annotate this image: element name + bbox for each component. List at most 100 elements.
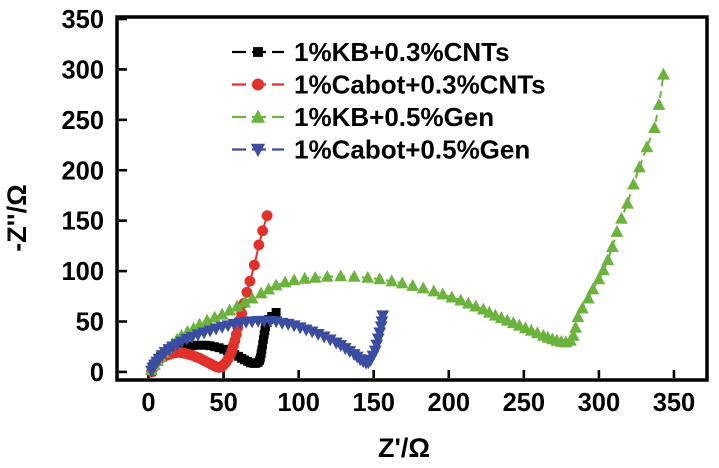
legend-label: 1%Cabot+0.3%CNTs (294, 70, 546, 100)
triangle-up-marker (571, 310, 585, 323)
triangle-up-marker (262, 282, 276, 295)
square-marker (271, 308, 281, 317)
triangle-up-marker (361, 270, 375, 283)
triangle-up-marker (298, 271, 312, 284)
triangle-down-marker (323, 334, 337, 347)
square-marker (253, 47, 263, 57)
square-marker (187, 341, 197, 351)
triangle-up-marker (245, 291, 259, 304)
square-marker (196, 340, 206, 350)
x-tick-label: 0 (141, 389, 155, 417)
legend-label: 1%KB+0.5%Gen (294, 102, 494, 132)
y-tick-label: 50 (76, 309, 104, 337)
triangle-up-marker (621, 196, 634, 209)
circle-marker (252, 78, 264, 91)
triangle-up-marker (308, 270, 322, 283)
triangle-up-marker (640, 140, 654, 153)
square-marker (214, 343, 224, 353)
x-tick-label: 250 (503, 389, 546, 417)
axes-frame (115, 15, 709, 382)
triangle-up-marker (461, 296, 475, 309)
y-tick-label: 0 (90, 359, 104, 387)
triangle-up-marker (633, 160, 646, 173)
y-tick-label: 250 (61, 107, 104, 135)
triangle-up-marker (320, 269, 334, 282)
triangle-up-marker (586, 282, 600, 295)
triangle-up-marker (652, 97, 666, 110)
triangle-up-marker (582, 291, 595, 304)
square-marker (192, 340, 201, 350)
triangle-up-marker (436, 287, 450, 300)
triangle-down-marker (376, 310, 390, 323)
x-tick-label: 350 (653, 389, 696, 417)
triangle-up-marker (250, 109, 266, 123)
axis-ticks: 0 50 100 150 200 250 300 350 0 50 100 150 200 250 300 3… (61, 6, 695, 417)
circle-marker (261, 210, 273, 222)
triangle-up-marker (569, 320, 583, 333)
legend-label: 1%Cabot+0.5%Gen (294, 135, 530, 165)
series-1-kb-0-5-gen (145, 67, 670, 376)
square-marker (257, 345, 267, 355)
square-marker (258, 340, 268, 350)
x-tick-label: 150 (352, 389, 395, 417)
triangle-up-marker (215, 307, 229, 320)
triangle-up-marker (230, 299, 244, 312)
triangle-up-marker (576, 301, 589, 314)
triangle-up-marker (223, 303, 236, 316)
triangle-up-marker (454, 293, 468, 306)
triangle-up-marker (406, 278, 420, 291)
triangle-up-marker (592, 272, 606, 285)
x-axis-title: Z'/Ω (378, 433, 430, 463)
triangle-up-marker (334, 269, 348, 282)
triangle-up-marker (254, 286, 268, 299)
triangle-up-marker (657, 67, 670, 80)
x-tick-label: 100 (277, 389, 320, 417)
triangle-up-marker (597, 263, 610, 276)
triangle-up-marker (416, 281, 430, 294)
triangle-up-marker (648, 121, 661, 134)
square-marker (201, 340, 211, 350)
y-tick-label: 100 (61, 258, 104, 286)
square-marker (178, 342, 188, 352)
triangle-up-marker (445, 290, 459, 303)
legend-item: 1%KB+0.5%Gen (232, 102, 494, 132)
triangle-down-marker (368, 345, 382, 358)
legend-item: 1%KB+0.3%CNTs (232, 37, 510, 67)
legend: 1%KB+0.3%CNTs1%Cabot+0.3%CNTs1%KB+0.5%Ge… (232, 37, 546, 165)
square-marker (205, 341, 215, 351)
triangle-up-marker (373, 272, 387, 285)
triangle-up-marker (200, 313, 214, 326)
y-tick-label: 350 (61, 6, 104, 34)
triangle-down-marker (371, 333, 385, 346)
triangle-up-marker (385, 274, 399, 287)
legend-item: 1%Cabot+0.5%Gen (232, 135, 530, 165)
triangle-up-marker (469, 299, 483, 312)
y-tick-label: 300 (61, 56, 104, 84)
circle-marker (244, 275, 256, 287)
x-tick-label: 300 (578, 389, 621, 417)
triangle-up-marker (238, 295, 251, 308)
circle-marker (257, 225, 269, 237)
series-1-cabot-0-5-gen (145, 310, 390, 378)
triangle-down-marker (250, 143, 266, 157)
triangle-up-marker (610, 225, 624, 237)
y-axis-title: -Z''/Ω (2, 184, 32, 251)
triangle-up-marker (193, 317, 206, 330)
square-marker (258, 335, 268, 345)
circle-marker (241, 286, 253, 298)
triangle-down-marker (375, 316, 389, 329)
circle-marker (253, 239, 265, 251)
triangle-down-marker (370, 339, 384, 352)
x-tick-label: 200 (428, 389, 471, 417)
triangle-down-marker (317, 331, 331, 344)
triangle-down-marker (374, 321, 388, 334)
triangle-up-marker (208, 310, 221, 323)
square-marker (183, 341, 192, 351)
y-tick-label: 200 (61, 157, 104, 185)
triangle-up-marker (395, 276, 409, 289)
square-marker (210, 342, 220, 352)
triangle-down-marker (373, 327, 387, 340)
triangle-up-marker (601, 253, 615, 266)
